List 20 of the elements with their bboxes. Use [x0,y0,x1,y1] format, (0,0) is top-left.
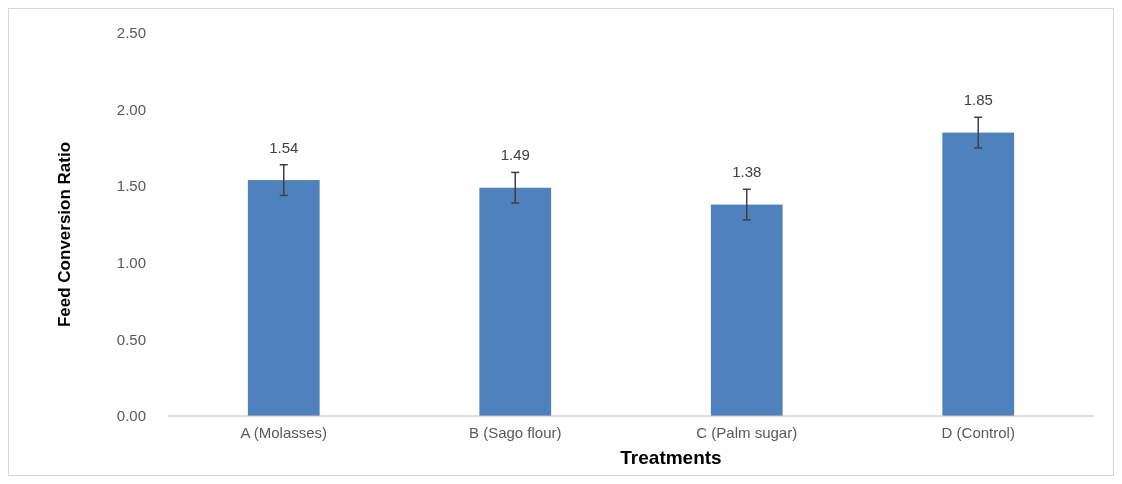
y-axis-title: Feed Conversion Ratio [55,141,74,328]
y-tick-label: 2.50 [116,24,146,42]
y-tick-label: 1.00 [116,254,146,272]
x-tick-label: C (Palm sugar) [696,424,798,441]
data-label: 1.49 [500,146,530,164]
bar [479,187,552,416]
y-tick-label: 0.50 [116,330,146,348]
x-tick-label: A (Molasses) [240,424,328,441]
y-tick-label: 2.00 [116,100,146,118]
data-label: 1.85 [963,91,993,109]
bar [247,180,320,416]
y-tick-label: 1.50 [116,177,146,195]
bar [942,132,1015,416]
x-tick-label: D (Control) [941,424,1015,441]
bar [710,204,783,416]
data-label: 1.38 [732,163,762,181]
x-axis-title: Treatments [620,447,722,468]
data-label: 1.54 [269,138,299,156]
y-tick-label: 0.00 [116,407,146,425]
x-tick-label: B (Sago flour) [468,424,562,441]
